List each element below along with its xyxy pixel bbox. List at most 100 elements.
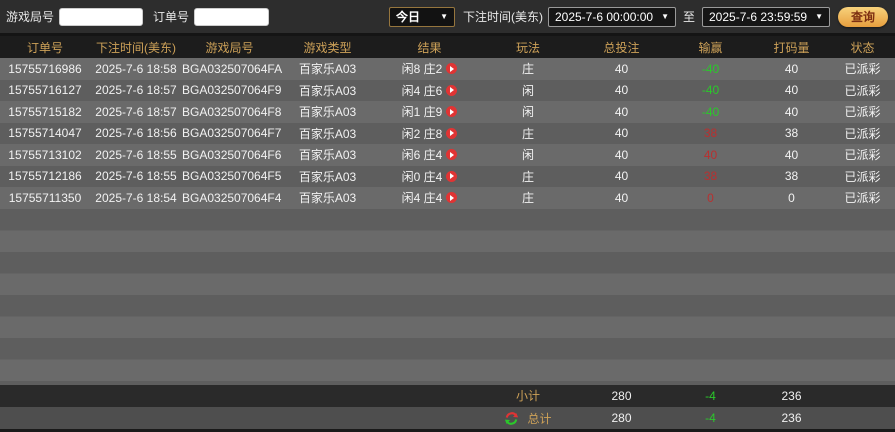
column-header-6: 总投注 xyxy=(603,40,640,55)
cell-result: 闲6 庄4 xyxy=(378,146,481,163)
cell-order-no: 15755712186 xyxy=(8,169,82,184)
cell-bet-time: 2025-7-6 18:57 xyxy=(95,104,177,119)
subtotal-total-bet: 280 xyxy=(611,388,632,403)
divider xyxy=(0,33,895,36)
cell-status: 已派彩 xyxy=(844,83,881,98)
play-video-icon[interactable] xyxy=(446,106,458,118)
total-row: 总计 280 -4 236 xyxy=(0,407,895,429)
cell-play: 闲 xyxy=(521,148,534,163)
cell-total-bet: 40 xyxy=(614,147,629,162)
cell-result: 闲1 庄9 xyxy=(378,103,481,120)
table-row: 15755713102 2025-7-6 18:55 BGA032507064F6 百… xyxy=(0,144,895,166)
cell-turnover: 38 xyxy=(784,169,799,184)
cell-round-no: BGA032507064F9 xyxy=(182,83,282,98)
cell-turnover: 40 xyxy=(784,83,799,98)
end-time-select[interactable]: 2025-7-6 23:59:59 ▼ xyxy=(702,6,830,27)
table-row: 15755715182 2025-7-6 18:57 BGA032507064F8 百… xyxy=(0,101,895,123)
result-text: 闲4 庄4 xyxy=(401,191,443,206)
cell-status: 已派彩 xyxy=(844,148,881,163)
column-header-8: 打码量 xyxy=(773,40,810,55)
play-video-icon[interactable] xyxy=(446,170,458,182)
cell-result: 闲4 庄4 xyxy=(378,189,481,206)
cell-status: 已派彩 xyxy=(844,169,881,184)
cell-play: 庄 xyxy=(521,191,534,206)
cell-round-no: BGA032507064F7 xyxy=(182,126,282,141)
start-time-select[interactable]: 2025-7-6 00:00:00 ▼ xyxy=(547,6,676,27)
cell-round-no: BGA032507064F6 xyxy=(182,147,282,162)
game-round-label: 游戏局号 xyxy=(6,10,55,24)
cell-result: 闲2 庄8 xyxy=(378,125,481,142)
query-button[interactable]: 查询 xyxy=(838,6,888,27)
end-time-value: 2025-7-6 23:59:59 xyxy=(709,9,808,24)
result-text: 闲0 庄4 xyxy=(401,169,443,184)
subtotal-row: 小计 280 -4 236 xyxy=(0,384,895,407)
cell-game-type: 百家乐A03 xyxy=(298,148,357,163)
play-video-icon[interactable] xyxy=(446,127,458,139)
chevron-down-icon: ▼ xyxy=(661,12,669,21)
cell-bet-time: 2025-7-6 18:55 xyxy=(95,169,177,184)
table-row: 15755714047 2025-7-6 18:56 BGA032507064F7 百… xyxy=(0,122,895,144)
cell-turnover: 38 xyxy=(784,126,799,141)
cell-turnover: 40 xyxy=(784,104,799,119)
cell-win-loss: -40 xyxy=(701,83,720,98)
play-video-icon[interactable] xyxy=(446,84,458,96)
play-video-icon[interactable] xyxy=(446,149,458,161)
play-triangle-icon xyxy=(450,108,455,115)
table-row: 15755716127 2025-7-6 18:57 BGA032507064F9 百… xyxy=(0,79,895,101)
table-body: 15755716986 2025-7-6 18:58 BGA032507064FA 百… xyxy=(0,58,895,209)
cell-bet-time: 2025-7-6 18:55 xyxy=(95,147,177,162)
cell-bet-time: 2025-7-6 18:58 xyxy=(95,61,177,76)
subtotal-label: 小计 xyxy=(515,389,540,404)
cell-turnover: 40 xyxy=(784,147,799,162)
cell-game-type: 百家乐A03 xyxy=(298,191,357,206)
cell-total-bet: 40 xyxy=(614,104,629,119)
cell-total-bet: 40 xyxy=(614,61,629,76)
subtotal-turnover: 236 xyxy=(781,388,802,403)
cell-bet-time: 2025-7-6 18:54 xyxy=(95,190,177,205)
empty-rows xyxy=(0,208,895,385)
cell-turnover: 40 xyxy=(784,61,799,76)
cell-status: 已派彩 xyxy=(844,62,881,77)
chevron-down-icon: ▼ xyxy=(440,12,448,21)
refresh-exchange-icon[interactable] xyxy=(504,411,519,426)
cell-order-no: 15755714047 xyxy=(8,126,82,141)
result-text: 闲8 庄2 xyxy=(401,62,443,77)
cell-win-loss: 0 xyxy=(707,190,714,205)
to-label: 至 xyxy=(682,10,695,24)
cell-game-type: 百家乐A03 xyxy=(298,169,357,184)
play-triangle-icon xyxy=(450,87,455,94)
play-video-icon[interactable] xyxy=(446,192,458,204)
cell-status: 已派彩 xyxy=(844,126,881,141)
date-preset-value: 今日 xyxy=(395,10,420,24)
game-round-input[interactable] xyxy=(59,7,144,26)
cell-order-no: 15755713102 xyxy=(8,147,82,162)
column-header-5: 玩法 xyxy=(515,40,540,55)
play-triangle-icon xyxy=(450,151,455,158)
column-header-7: 输赢 xyxy=(698,40,723,55)
column-header-0: 订单号 xyxy=(26,40,63,55)
play-triangle-icon xyxy=(450,173,455,180)
cell-order-no: 15755711350 xyxy=(8,190,82,205)
cell-game-type: 百家乐A03 xyxy=(298,105,357,120)
cell-order-no: 15755716986 xyxy=(8,61,82,76)
play-triangle-icon xyxy=(450,130,455,137)
cell-total-bet: 40 xyxy=(614,190,629,205)
cell-order-no: 15755715182 xyxy=(8,104,82,119)
order-no-input[interactable] xyxy=(194,7,270,26)
column-header-2: 游戏局号 xyxy=(205,40,254,55)
start-time-value: 2025-7-6 00:00:00 xyxy=(554,9,654,24)
column-header-3: 游戏类型 xyxy=(303,40,352,55)
bottom-strip xyxy=(0,429,895,432)
result-text: 闲2 庄8 xyxy=(401,126,443,141)
total-win-loss: -4 xyxy=(705,411,716,425)
date-preset-select[interactable]: 今日 ▼ xyxy=(388,6,455,27)
cell-bet-time: 2025-7-6 18:56 xyxy=(95,126,177,141)
cell-result: 闲4 庄6 xyxy=(378,82,481,99)
play-video-icon[interactable] xyxy=(446,63,458,75)
filter-bar: 游戏局号 订单号 今日 ▼ 下注时间(美东) 2025-7-6 00:00:00… xyxy=(0,0,895,33)
cell-win-loss: 38 xyxy=(703,169,718,184)
cell-total-bet: 40 xyxy=(614,126,629,141)
cell-win-loss: 38 xyxy=(703,126,718,141)
bet-time-label: 下注时间(美东) xyxy=(462,10,543,24)
